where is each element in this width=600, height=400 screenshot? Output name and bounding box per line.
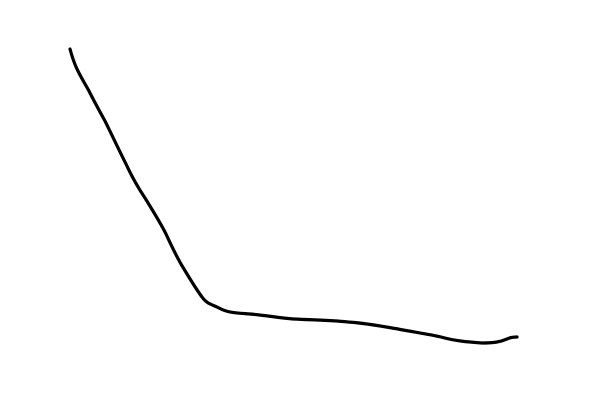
hand-drawn-curve — [68, 47, 519, 345]
